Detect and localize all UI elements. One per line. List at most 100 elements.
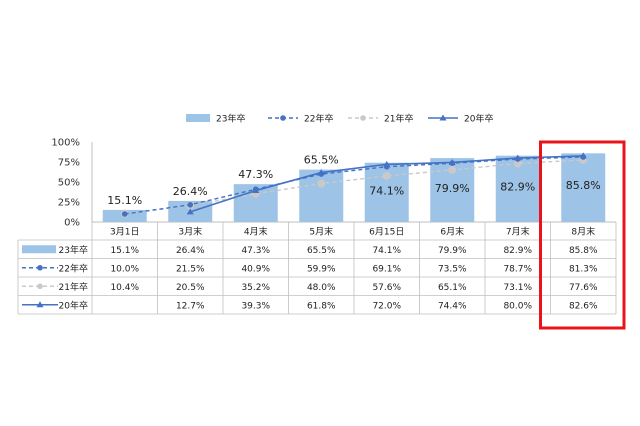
series-point	[187, 202, 194, 208]
legend-label: 23年卒	[216, 113, 245, 125]
bar-value-label: 65.5%	[304, 154, 339, 167]
bar	[561, 153, 606, 222]
series-line	[124, 156, 584, 215]
table-cell: 82.9%	[503, 246, 532, 256]
series-point	[317, 169, 325, 176]
table-row: 22年卒 10.0% 21.5% 40.9% 59.9% 69.1% 73.5% 78.7% 8…	[22, 262, 598, 274]
table-cell: 12.7%	[176, 301, 205, 311]
table-cell: 73.1%	[503, 283, 532, 293]
table-row-label: 20年卒	[59, 299, 88, 311]
bar	[299, 169, 344, 222]
bar-value-label: 82.9%	[500, 181, 535, 194]
series-line	[124, 159, 584, 215]
data-table: 3月1日 3月末 4月末 5月末 6月15日 6月末 7月末 8月末 23年卒 15.1% 26.4…	[17, 222, 617, 315]
legend-marker	[439, 114, 447, 121]
legend-marker	[280, 115, 286, 121]
table-row: 21年卒 10.4% 20.5% 35.2% 48.0% 57.6% 65.1% 73.1% 7…	[22, 281, 598, 293]
table-cell: 74.4%	[438, 301, 467, 311]
highlight-box	[539, 140, 626, 330]
table-cell: 82.6%	[569, 301, 598, 311]
table-cell: 10.0%	[110, 264, 139, 274]
table-cell: 26.4%	[176, 246, 205, 256]
table-cell: 80.0%	[503, 301, 532, 311]
table-cell: 40.9%	[241, 264, 270, 274]
legend: 23年卒 22年卒 21年卒 20年卒	[186, 113, 493, 125]
table-row-label: 23年卒	[59, 244, 88, 256]
bar-value-label: 47.3%	[238, 168, 273, 181]
bar-value-label: 15.1%	[107, 194, 142, 207]
table-cell: 48.0%	[307, 283, 336, 293]
legend-item: 21年卒	[348, 113, 413, 125]
table-row-label: 22年卒	[59, 262, 88, 274]
category-label: 4月末	[244, 226, 268, 238]
legend-item: 23年卒	[186, 113, 245, 125]
legend-label: 22年卒	[304, 113, 333, 125]
series-point	[448, 158, 456, 165]
table-cell: 61.8%	[307, 301, 336, 311]
bar-labels: 15.1% 26.4% 47.3% 65.5% 74.1% 79.9% 82.9% 85.8%	[107, 154, 600, 207]
bar-value-label: 74.1%	[369, 184, 404, 197]
series-point	[514, 154, 522, 161]
table-cell: 65.1%	[438, 283, 467, 293]
legend-item: 20年卒	[428, 113, 493, 125]
bar-value-label: 85.8%	[566, 179, 601, 192]
table-cell: 39.3%	[241, 301, 270, 311]
category-label: 3月1日	[110, 227, 139, 238]
table-cell: 85.8%	[569, 246, 598, 256]
series-point	[121, 211, 128, 217]
table-cell: 65.5%	[307, 246, 336, 256]
series-point	[383, 160, 391, 167]
table-cell: 59.9%	[307, 264, 336, 274]
table-cell: 69.1%	[372, 264, 401, 274]
table-cell: 15.1%	[110, 246, 139, 256]
table-cell: 20.5%	[176, 283, 205, 293]
table-row: 20年卒 12.7% 39.3% 61.8% 72.0% 74.4% 80.0% 82.6%	[22, 299, 598, 311]
table-cell: 21.5%	[176, 264, 205, 274]
table-row-marker	[37, 264, 43, 271]
table-row-swatch	[22, 245, 56, 254]
series-point	[186, 208, 194, 215]
category-label: 3月末	[178, 226, 202, 238]
table-cell: 77.6%	[569, 283, 598, 293]
highlight	[539, 140, 626, 330]
y-tick-label: 75%	[58, 158, 80, 169]
series-point	[252, 187, 260, 194]
table-cell: 74.1%	[372, 246, 401, 256]
legend-label: 21年卒	[384, 113, 413, 125]
legend-item: 22年卒	[268, 113, 333, 125]
y-tick-label: 0%	[64, 218, 80, 229]
table-cell: 78.7%	[503, 264, 532, 274]
category-label: 5月末	[309, 226, 333, 238]
table-cell: 47.3%	[241, 246, 270, 256]
table-row-label: 21年卒	[59, 281, 88, 293]
category-label: 6月15日	[369, 227, 404, 238]
category-label: 6月末	[440, 226, 464, 238]
table-cell: 73.5%	[438, 264, 467, 274]
series-point	[513, 159, 522, 168]
table-cell: 72.0%	[372, 301, 401, 311]
y-tick-label: 25%	[58, 198, 80, 209]
series-point	[382, 171, 391, 180]
y-tick-label: 100%	[51, 138, 80, 149]
y-tick-label: 50%	[58, 178, 80, 189]
legend-label: 20年卒	[464, 113, 493, 125]
category-label: 8月末	[571, 226, 595, 238]
legend-marker	[360, 115, 366, 121]
series-point	[579, 152, 587, 159]
table-cell: 57.6%	[372, 283, 401, 293]
table-cell: 10.4%	[110, 283, 139, 293]
table-cell: 35.2%	[241, 283, 270, 293]
series-point	[448, 165, 457, 174]
series-point	[317, 179, 326, 188]
table-cell: 79.9%	[438, 246, 467, 256]
bar-value-label: 26.4%	[173, 185, 208, 198]
table-row: 23年卒 15.1% 26.4% 47.3% 65.5% 74.1% 79.9% 82.9% 8…	[22, 244, 598, 256]
category-label: 7月末	[506, 226, 530, 238]
table-cell: 81.3%	[569, 264, 598, 274]
table-row-marker	[36, 301, 44, 308]
lines	[120, 152, 588, 218]
bar-value-label: 79.9%	[435, 182, 470, 195]
table-row-marker	[37, 283, 43, 290]
legend-swatch	[186, 114, 210, 122]
